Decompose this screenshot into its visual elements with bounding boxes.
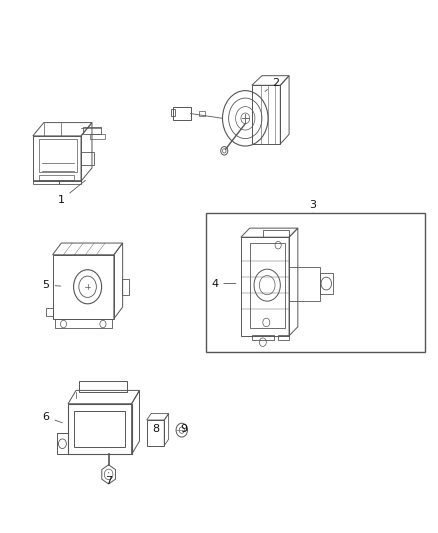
Text: 9: 9 xyxy=(180,424,187,434)
Text: 2: 2 xyxy=(265,78,279,92)
Text: 3: 3 xyxy=(310,200,317,213)
Text: 4: 4 xyxy=(211,279,236,288)
Text: 6: 6 xyxy=(42,412,62,423)
Text: 1: 1 xyxy=(58,180,85,205)
Text: 5: 5 xyxy=(42,280,61,290)
Text: 7: 7 xyxy=(105,472,112,486)
Text: 8: 8 xyxy=(152,424,159,434)
